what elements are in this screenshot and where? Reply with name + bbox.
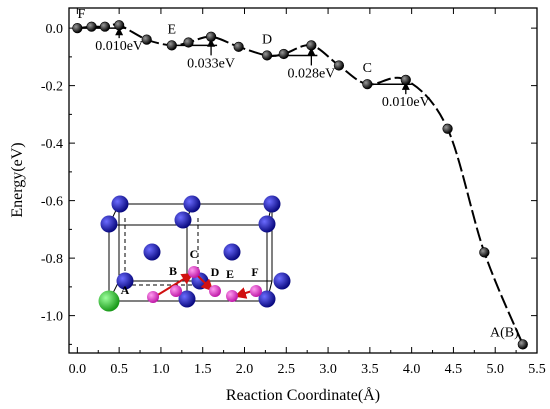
barrier-label: 0.010eV — [382, 95, 430, 110]
barrier-annotations: 0.010eV 0.033eV 0.028eV 0.010eV — [73, 27, 430, 110]
diffusing-atom — [170, 285, 182, 297]
x-tick-label: 4.5 — [445, 362, 463, 377]
y-tick-label: -0.4 — [41, 137, 63, 152]
migration-arrow — [155, 272, 194, 297]
host-atom — [143, 243, 161, 261]
energy-point — [183, 37, 194, 48]
host-atom — [258, 290, 276, 308]
state-label: A(B) — [490, 325, 519, 340]
diffusing-atom — [188, 266, 200, 278]
x-tick-label: 5.5 — [528, 362, 546, 377]
host-atom — [178, 290, 196, 308]
host-atom — [183, 195, 201, 213]
crystal-structure-inset: A BCD E F — [98, 195, 291, 312]
energy-point — [205, 31, 217, 42]
energy-point — [114, 20, 125, 31]
x-tick-label: 2.0 — [236, 362, 254, 377]
y-tick-label: -0.6 — [41, 195, 63, 210]
y-axis-title: Energy(eV) — [9, 142, 26, 217]
plot-frame — [68, 7, 538, 354]
x-axis-title: Reaction Coordinate(Å) — [226, 386, 380, 404]
diffusing-atom — [250, 285, 262, 297]
diffusing-atom — [226, 290, 238, 302]
y-tick-label: 0.0 — [46, 22, 64, 37]
host-atom — [263, 195, 281, 213]
energy-point — [362, 79, 373, 90]
energy-point — [278, 48, 289, 60]
host-atom — [111, 195, 129, 213]
energy-point — [517, 339, 528, 350]
x-tick-labels: 0.0 0.5 1.0 1.5 2.0 2.5 3.0 3.5 4.0 4.5 5.0 5.5 — [69, 362, 546, 377]
site-label: D — [211, 265, 220, 279]
site-label: A — [121, 283, 130, 297]
barrier-label: 0.033eV — [187, 56, 235, 71]
site-label: E — [226, 267, 234, 281]
host-atom — [258, 215, 276, 233]
energy-point — [400, 74, 411, 85]
energy-point — [442, 123, 453, 134]
host-atom — [174, 211, 192, 229]
x-tick-label: 0.0 — [69, 362, 87, 377]
energy-point — [86, 21, 97, 32]
migration-arrow — [234, 287, 253, 299]
host-atom — [273, 272, 291, 290]
host-atom — [116, 272, 134, 290]
state-label: C — [363, 61, 372, 76]
energy-point — [99, 21, 111, 32]
energy-point — [333, 60, 345, 71]
corner-atom — [98, 290, 120, 312]
diffusing-atom — [209, 285, 221, 297]
x-tick-label: 2.5 — [278, 362, 296, 377]
energy-point — [233, 41, 244, 52]
x-tick-label: 1.0 — [152, 362, 170, 377]
energy-points — [72, 20, 528, 350]
y-tick-label: -0.8 — [41, 252, 63, 267]
state-label: F — [77, 7, 85, 22]
site-label: C — [190, 247, 199, 261]
y-tick-label: -1.0 — [41, 310, 63, 325]
host-atom — [223, 243, 241, 261]
x-tick-label: 5.0 — [486, 362, 504, 377]
energy-point — [306, 40, 317, 51]
state-label: E — [168, 22, 177, 37]
host-atom — [100, 215, 118, 233]
x-tick-label: 3.0 — [319, 362, 337, 377]
energy-point — [141, 34, 152, 45]
site-label: B — [169, 264, 177, 278]
barrier-label: 0.010eV — [95, 39, 143, 54]
energy-point — [261, 50, 273, 61]
energy-point — [72, 23, 83, 34]
x-tick-label: 4.0 — [403, 362, 421, 377]
energy-point — [166, 40, 177, 51]
state-label: D — [262, 32, 272, 47]
migration-arrow — [195, 273, 214, 292]
energy-point — [479, 247, 490, 258]
x-tick-label: 1.5 — [194, 362, 212, 377]
site-label: F — [251, 265, 258, 279]
x-tick-label: 0.5 — [110, 362, 128, 377]
x-tick-label: 3.5 — [361, 362, 379, 377]
barrier-label: 0.028eV — [287, 66, 335, 81]
diffusing-atom — [147, 291, 159, 303]
axis-ticks — [69, 8, 538, 353]
y-tick-labels: 0.0 -0.2 -0.4 -0.6 -0.8 -1.0 — [41, 22, 63, 325]
y-tick-label: -0.2 — [41, 80, 63, 95]
